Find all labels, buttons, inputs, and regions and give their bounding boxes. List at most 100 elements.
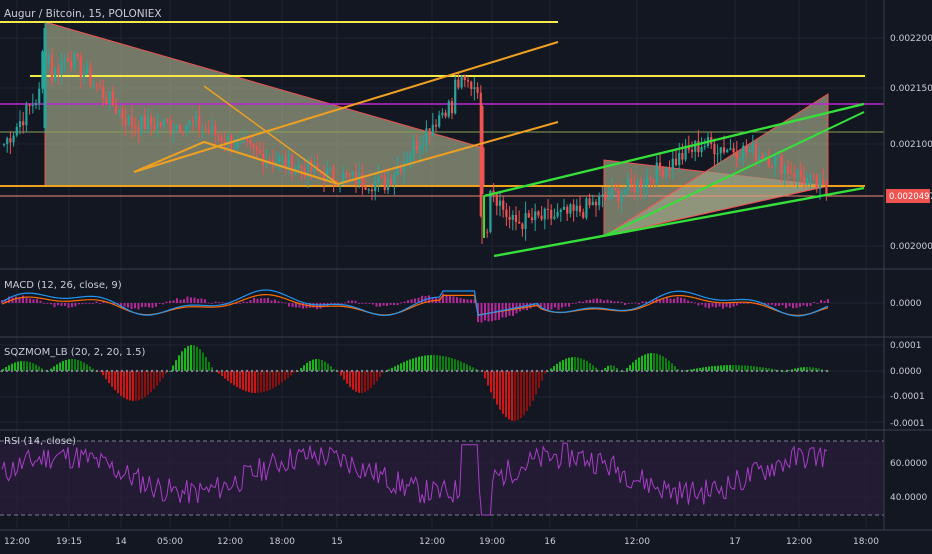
squeeze-dot xyxy=(295,369,299,373)
squeeze-dot xyxy=(80,369,84,373)
sqzmom-bar xyxy=(406,360,408,371)
candle-body xyxy=(156,122,159,130)
candle-body xyxy=(124,118,127,126)
candle-body xyxy=(799,169,802,177)
squeeze-dot xyxy=(460,369,464,373)
sqzmom-bar xyxy=(690,369,692,371)
candle-body xyxy=(25,104,28,126)
squeeze-dot xyxy=(565,369,569,373)
squeeze-dot xyxy=(165,369,169,373)
sqzmom-bar xyxy=(806,367,808,371)
time-tick-label: 16 xyxy=(544,537,556,547)
candle-body xyxy=(553,216,556,219)
sqzmom-bar xyxy=(418,356,420,371)
macd-histogram-bar xyxy=(410,299,413,303)
squeeze-dot xyxy=(190,369,194,373)
squeeze-dot xyxy=(785,369,789,373)
candle-body xyxy=(43,28,47,128)
macd-histogram-bar xyxy=(806,303,808,307)
macd-histogram-bar xyxy=(74,303,77,307)
candle-body xyxy=(697,141,700,153)
candle-body xyxy=(575,205,578,211)
macd-histogram-bar xyxy=(60,303,63,307)
candle-body xyxy=(300,164,303,169)
squeeze-dot xyxy=(130,369,134,373)
squeeze-dot xyxy=(425,369,429,373)
macd-histogram-bar xyxy=(680,297,682,303)
macd-histogram-bar xyxy=(144,303,147,307)
candle-body xyxy=(345,173,348,175)
squeeze-dot xyxy=(155,369,159,373)
macd-histogram-bar xyxy=(403,301,406,303)
sqzmom-bar xyxy=(538,371,540,388)
candle-body xyxy=(598,196,601,206)
squeeze-dot xyxy=(285,369,289,373)
sqzmom-bar xyxy=(266,371,268,391)
candle-body xyxy=(105,98,108,104)
sqzmom-bar xyxy=(41,368,43,371)
candle-body xyxy=(527,213,530,218)
macd-histogram-bar xyxy=(704,303,707,308)
macd-histogram-bar xyxy=(711,303,714,307)
candle-body xyxy=(505,209,508,217)
sqzmom-bar xyxy=(290,371,292,376)
candle-body xyxy=(508,216,511,220)
sqzmom-bar xyxy=(720,365,722,371)
sqzmom-bar xyxy=(574,357,576,371)
candle-body xyxy=(694,141,697,152)
sqzmom-bar xyxy=(635,359,637,371)
squeeze-dot xyxy=(25,369,29,373)
sqzmom-tick-label: 0.0001 xyxy=(890,341,922,351)
candle-body xyxy=(537,211,540,216)
sqzmom-bar xyxy=(278,371,280,385)
squeeze-dot xyxy=(545,369,549,373)
sqzmom-bar xyxy=(774,369,776,371)
candle-body xyxy=(438,115,441,127)
sqzmom-bar xyxy=(526,371,528,412)
candle-body xyxy=(790,172,793,174)
sqzmom-bar xyxy=(65,359,67,371)
candle-body xyxy=(415,141,418,151)
candle-body xyxy=(662,169,665,177)
sqzmom-bar xyxy=(11,363,13,371)
macd-histogram-bar xyxy=(344,302,346,304)
macd-histogram-bar xyxy=(246,301,248,303)
sqzmom-bar xyxy=(644,354,646,371)
candle-body xyxy=(297,164,300,169)
sqzmom-bar xyxy=(199,349,201,371)
squeeze-dot xyxy=(720,369,724,373)
squeeze-dot xyxy=(170,369,174,373)
candle-body xyxy=(22,121,25,126)
macd-histogram-bar xyxy=(43,303,45,304)
candle-body xyxy=(377,176,380,182)
sqzmom-bar xyxy=(693,368,695,371)
sqzmom-bar xyxy=(514,371,516,421)
sqzmom-bar xyxy=(442,355,444,371)
candle-body xyxy=(54,68,57,82)
candle-body xyxy=(578,205,582,212)
macd-histogram-bar xyxy=(85,302,87,304)
squeeze-dot xyxy=(525,369,529,373)
macd-histogram-bar xyxy=(480,303,483,323)
macd-histogram-bar xyxy=(673,298,675,303)
squeeze-dot xyxy=(680,369,684,373)
sqzmom-bar xyxy=(135,371,137,401)
candle-body xyxy=(809,174,812,178)
candle-body xyxy=(716,153,719,155)
squeeze-dot xyxy=(255,369,259,373)
time-tick-label: 14 xyxy=(115,537,127,547)
candle-body xyxy=(428,128,431,136)
candle-body xyxy=(556,212,559,217)
candle-body xyxy=(92,84,95,86)
candle-body xyxy=(15,127,18,136)
candle-body xyxy=(646,177,649,186)
candle-body xyxy=(6,138,9,145)
rsi-tick-label: 40.0000 xyxy=(890,493,927,503)
macd-histogram-bar xyxy=(172,300,175,303)
sqzmom-bar xyxy=(156,371,158,386)
candle-body xyxy=(329,167,332,169)
sqzmom-bar xyxy=(8,365,10,371)
candle-body xyxy=(687,145,690,150)
squeeze-dot xyxy=(620,369,624,373)
